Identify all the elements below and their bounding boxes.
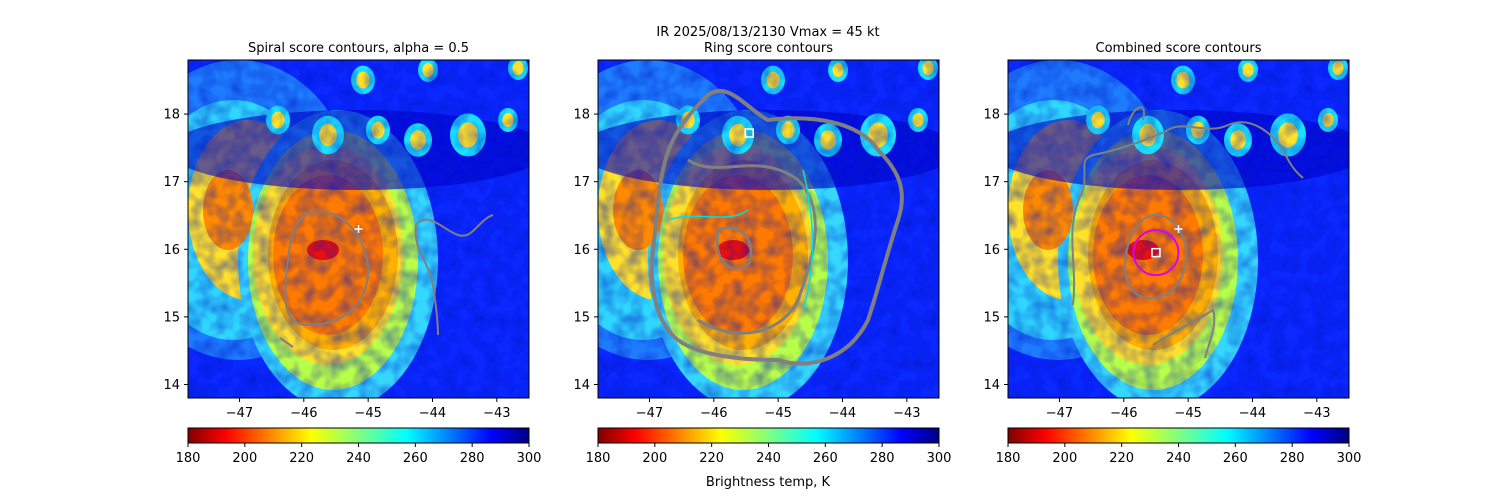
score-contours bbox=[649, 88, 904, 366]
colorbar-tick-label: 260 bbox=[813, 451, 838, 466]
y-tick-label: 17 bbox=[163, 175, 180, 190]
panel-3: Combined score contours −47 −46 −45 −44 −43 14… bbox=[983, 41, 1362, 466]
y-tick-label: 18 bbox=[983, 108, 1000, 123]
y-tick-label: 18 bbox=[573, 108, 590, 123]
center-plus-marker bbox=[354, 225, 363, 233]
colorbar-label: Brightness temp, K bbox=[706, 475, 831, 490]
y-tick-label: 14 bbox=[983, 378, 1000, 393]
y-tick-label: 14 bbox=[573, 378, 590, 393]
x-tick-label: −47 bbox=[636, 406, 663, 421]
colorbar-tick-label: 180 bbox=[996, 451, 1021, 466]
colorbar-tick-label: 220 bbox=[699, 451, 724, 466]
x-tick-label: −45 bbox=[764, 406, 791, 421]
x-tick-label: −46 bbox=[700, 406, 727, 421]
panel-title: Combined score contours bbox=[1096, 41, 1262, 56]
x-tick-label: −43 bbox=[1303, 406, 1330, 421]
y-tick-label: 16 bbox=[573, 243, 590, 258]
panel-2: Ring score contours −47 −46 −45 −44 −43 14 15 16… bbox=[573, 41, 952, 466]
colorbar-tick-label: 180 bbox=[176, 451, 201, 466]
colorbar-tick-label: 240 bbox=[346, 451, 371, 466]
y-tick-label: 16 bbox=[983, 243, 1000, 258]
colorbar-tick-label: 220 bbox=[1109, 451, 1134, 466]
x-tick-label: −46 bbox=[1110, 406, 1137, 421]
best-center-square-marker bbox=[1151, 247, 1161, 258]
y-tick-label: 18 bbox=[163, 108, 180, 123]
panel-title: Ring score contours bbox=[704, 41, 833, 56]
score-contours bbox=[1071, 106, 1304, 359]
y-tick-label: 15 bbox=[573, 310, 590, 325]
score-contours bbox=[279, 210, 494, 348]
y-tick-label: 16 bbox=[163, 243, 180, 258]
colorbar-tick-label: 180 bbox=[586, 451, 611, 466]
y-tick-label: 15 bbox=[163, 310, 180, 325]
x-tick-label: −45 bbox=[1174, 406, 1201, 421]
colorbar bbox=[597, 427, 940, 444]
colorbar-tick-label: 300 bbox=[1337, 451, 1362, 466]
x-tick-label: −43 bbox=[483, 406, 510, 421]
panel-1: Spiral score contours, alpha = 0.5 −47 −46… bbox=[163, 41, 542, 466]
colorbar bbox=[187, 427, 530, 444]
plot-frame bbox=[597, 59, 940, 399]
y-tick-label: 17 bbox=[983, 175, 1000, 190]
x-tick-label: −44 bbox=[419, 406, 446, 421]
colorbar-tick-label: 200 bbox=[1052, 451, 1077, 466]
y-tick-label: 15 bbox=[983, 310, 1000, 325]
colorbar-tick-label: 280 bbox=[870, 451, 895, 466]
colorbar-tick-label: 280 bbox=[460, 451, 485, 466]
x-tick-label: −47 bbox=[1046, 406, 1073, 421]
colorbar-tick-label: 220 bbox=[289, 451, 314, 466]
colorbar-tick-label: 200 bbox=[232, 451, 257, 466]
best-center-square-marker bbox=[744, 128, 754, 138]
colorbar-tick-label: 280 bbox=[1280, 451, 1305, 466]
panel-title: Spiral score contours, alpha = 0.5 bbox=[248, 41, 469, 56]
x-tick-label: −47 bbox=[226, 406, 253, 421]
x-tick-label: −46 bbox=[290, 406, 317, 421]
colorbar-tick-label: 300 bbox=[517, 451, 542, 466]
y-tick-label: 14 bbox=[163, 378, 180, 393]
best-ring-circle bbox=[1132, 229, 1180, 277]
x-tick-label: −43 bbox=[893, 406, 920, 421]
colorbar-tick-label: 200 bbox=[642, 451, 667, 466]
colorbar-tick-label: 260 bbox=[1223, 451, 1248, 466]
plot-frame bbox=[187, 59, 530, 399]
x-tick-label: −45 bbox=[354, 406, 381, 421]
brightness-field bbox=[188, 60, 529, 398]
figure-suptitle: IR 2025/08/13/2130 Vmax = 45 kt bbox=[656, 25, 879, 40]
colorbar-tick-label: 300 bbox=[927, 451, 952, 466]
plot-frame bbox=[1007, 59, 1350, 399]
colorbar-tick-label: 240 bbox=[756, 451, 781, 466]
center-plus-marker bbox=[1174, 225, 1183, 233]
colorbar-tick-label: 260 bbox=[403, 451, 428, 466]
brightness-field bbox=[1008, 60, 1349, 398]
colorbar-tick-label: 240 bbox=[1166, 451, 1191, 466]
colorbar bbox=[1007, 427, 1350, 444]
x-tick-label: −44 bbox=[829, 406, 856, 421]
x-tick-label: −44 bbox=[1239, 406, 1266, 421]
y-tick-label: 17 bbox=[573, 175, 590, 190]
